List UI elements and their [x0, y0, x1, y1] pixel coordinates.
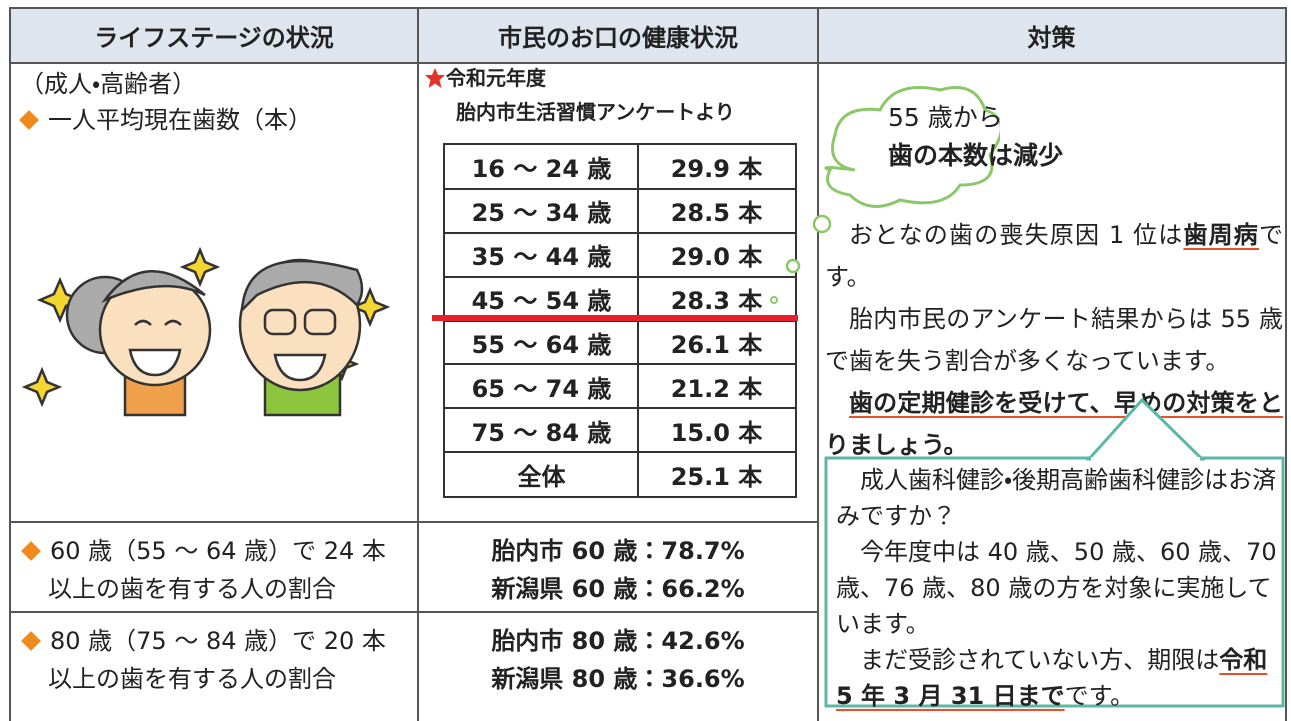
bullet — [19, 110, 39, 130]
cloud-text: 55 歳から — [888, 100, 1003, 136]
table-cell: 全体 — [445, 452, 638, 496]
header-cell: 市民のお口の健康状況 — [418, 8, 818, 63]
border — [10, 62, 1287, 64]
border — [10, 611, 818, 613]
bullet — [21, 631, 41, 651]
row-value: 胎内市 60 歳：78.7% — [418, 532, 818, 570]
border — [10, 521, 818, 523]
row-label: 80 歳（75 ～ 84 歳）で 20 本 — [18, 622, 386, 660]
star-icon — [424, 67, 446, 89]
table-cell: 21.2 本 — [638, 364, 795, 408]
row-label: 以上の歯を有する人の割合 — [48, 660, 336, 698]
bullet — [21, 541, 41, 561]
paragraph: 胎内市民のアンケート結果からは 55 歳で歯を失う割合が多くなっています。 — [825, 298, 1283, 382]
table-cell: 45 ～ 54 歳 — [445, 277, 638, 321]
table-cell: 26.1 本 — [638, 321, 795, 365]
paragraph: 今年度中は 40 歳、50 歳、60 歳、70 歳、76 歳、80 歳の方を対象… — [836, 534, 1278, 642]
table-cell: 15.0 本 — [638, 408, 795, 452]
paragraph: まだ受診されていない方、期限は令和 5 年 3 月 31 日までです。 — [836, 642, 1278, 714]
callout-text: 成人歯科健診・後期高齢歯科健診はお済みですか？ 今年度中は 40 歳、50 歳、… — [836, 462, 1278, 714]
group-label: （成人・高齢者） — [20, 64, 196, 104]
page: ライフステージの状況 市民のお口の健康状況 対策 （成人・高齢者） 一人平均現在… — [0, 0, 1291, 721]
item-text: 一人平均現在歯数（本） — [48, 106, 312, 134]
row-value: 胎内市 80 歳：42.6% — [418, 622, 818, 660]
text: です。 — [1065, 682, 1135, 710]
row-value: 新潟県 60 歳：66.2% — [418, 570, 818, 608]
row-label: 60 歳（55 ～ 64 歳）で 24 本 — [18, 532, 386, 570]
row-label-text: 60 歳（55 ～ 64 歳）で 24 本 — [50, 537, 386, 565]
row-label-text: 80 歳（75 ～ 84 歳）で 20 本 — [50, 627, 386, 655]
border — [9, 7, 11, 721]
text: まだ受診されていない方、期限は — [860, 646, 1219, 674]
row-label: 以上の歯を有する人の割合 — [48, 570, 336, 608]
highlight-line — [432, 315, 798, 321]
header-cell: 対策 — [818, 8, 1285, 63]
cloud-text: 歯の本数は減少 — [888, 138, 1063, 174]
emphasis: 歯周病 — [1183, 221, 1259, 249]
survey-year: 令和元年度 — [446, 64, 546, 92]
border — [10, 7, 1287, 9]
table-cell: 16 ～ 24 歳 — [445, 145, 638, 189]
table-cell: 35 ～ 44 歳 — [445, 233, 638, 277]
item-label: 一人平均現在歯数（本） — [16, 100, 312, 140]
table-cell: 65 ～ 74 歳 — [445, 364, 638, 408]
header-cell: ライフステージの状況 — [10, 8, 418, 63]
table-cell: 75 ～ 84 歳 — [445, 408, 638, 452]
table-cell: 55 ～ 64 歳 — [445, 321, 638, 365]
row-value: 新潟県 80 歳：36.6% — [418, 660, 818, 698]
illustration — [20, 225, 410, 425]
paragraph: おとなの歯の喪失原因 1 位は歯周病です。 — [825, 214, 1283, 298]
border — [417, 7, 419, 721]
text: おとなの歯の喪失原因 1 位は — [849, 221, 1183, 249]
survey-source: 胎内市生活習慣アンケートより — [456, 98, 735, 126]
paragraph: 成人歯科健診・後期高齢歯科健診はお済みですか？ — [836, 462, 1278, 534]
table-cell: 25 ～ 34 歳 — [445, 189, 638, 233]
table-cell: 25.1 本 — [638, 452, 795, 496]
